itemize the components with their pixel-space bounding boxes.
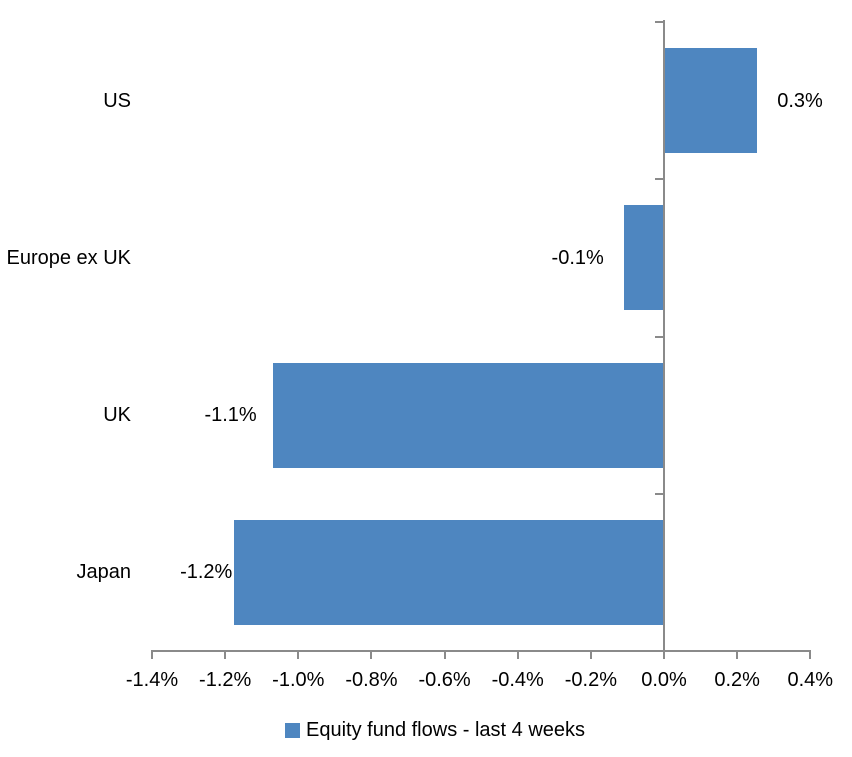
y-axis-tick xyxy=(655,335,663,338)
x-axis-tick-label: -0.8% xyxy=(345,669,398,691)
bar-value-label: -1.1% xyxy=(204,404,257,427)
x-axis-tick xyxy=(151,651,154,659)
x-axis-tick xyxy=(663,651,665,659)
bar-value-label: -1.2% xyxy=(180,561,233,584)
x-axis-tick-label: 0.2% xyxy=(714,669,760,691)
category-label: US xyxy=(103,89,131,112)
y-axis-line xyxy=(663,20,665,652)
x-axis-tick xyxy=(443,651,446,659)
x-axis-tick-label: -0.6% xyxy=(418,669,471,691)
x-axis-tick-label: -0.2% xyxy=(564,669,617,691)
x-axis-tick-label: 0.0% xyxy=(641,669,687,691)
bar-us xyxy=(664,48,758,154)
y-axis-tick xyxy=(655,21,663,23)
category-label: UK xyxy=(103,404,131,427)
legend: Equity fund flows - last 4 weeks xyxy=(285,718,585,742)
x-axis-tick xyxy=(516,651,519,659)
y-axis-tick xyxy=(655,492,663,495)
x-axis-tick-label: -1.4% xyxy=(125,669,179,691)
x-axis-tick-label: -0.4% xyxy=(491,669,544,691)
x-axis-tick xyxy=(224,651,227,659)
legend-label: Equity fund flows - last 4 weeks xyxy=(306,719,586,741)
bar-value-label: 0.3% xyxy=(777,89,823,112)
x-axis-tick-label: -1.0% xyxy=(272,669,325,691)
category-label: Japan xyxy=(76,561,132,584)
bar-uk xyxy=(272,362,664,468)
y-axis-tick xyxy=(655,178,663,181)
x-axis-tick xyxy=(736,651,739,659)
x-axis-tick xyxy=(370,651,373,659)
bar-europe-ex-uk xyxy=(623,205,664,311)
x-axis-tick-label: 0.4% xyxy=(787,669,834,691)
bar-japan xyxy=(234,519,664,625)
category-label: Europe ex UK xyxy=(6,246,131,269)
bar-value-label: -0.1% xyxy=(551,246,604,269)
y-axis-tick xyxy=(655,650,663,652)
x-axis-tick xyxy=(809,651,812,659)
x-axis-tick-label: -1.2% xyxy=(199,669,252,691)
x-axis-tick xyxy=(297,651,300,659)
x-axis-tick xyxy=(589,651,592,659)
legend-swatch-icon xyxy=(285,722,300,738)
x-axis-line xyxy=(151,650,811,652)
